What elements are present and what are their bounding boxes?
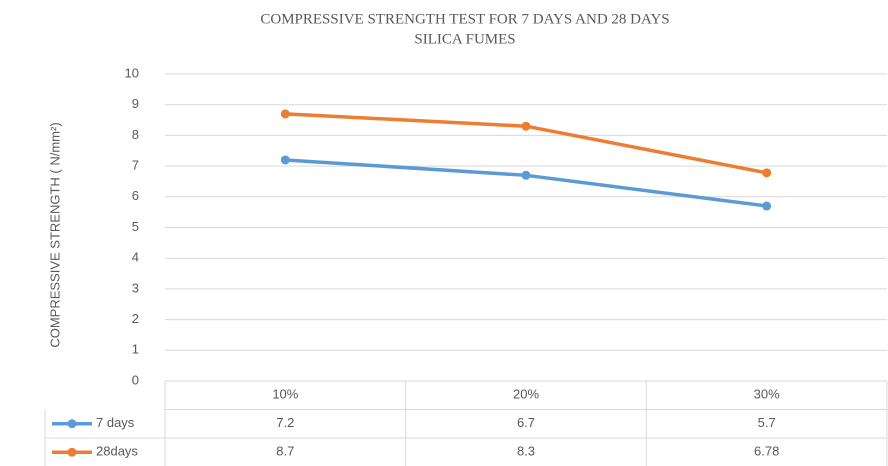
data-point xyxy=(521,121,531,131)
data-point xyxy=(762,168,772,178)
data-point xyxy=(762,201,772,211)
y-tick-label: 8 xyxy=(132,127,139,142)
y-tick-label: 0 xyxy=(132,372,139,387)
y-axis-label: COMPRESSIVE STRENGTH ( N/mm²) xyxy=(47,122,62,347)
data-point xyxy=(521,170,531,180)
table-value: 6.7 xyxy=(517,415,535,430)
legend-key xyxy=(67,447,77,457)
y-tick-label: 9 xyxy=(132,96,139,111)
y-tick-label: 10 xyxy=(125,65,139,80)
table-value: 8.7 xyxy=(276,444,294,459)
legend-label: 7 days xyxy=(96,415,135,430)
y-tick-label: 4 xyxy=(132,250,139,265)
x-tick-label: 20% xyxy=(513,387,539,402)
data-point xyxy=(280,109,290,119)
chart-title: SILICA FUMES xyxy=(414,31,515,47)
data-point xyxy=(280,155,290,165)
table-value: 7.2 xyxy=(276,415,294,430)
series-line xyxy=(285,158,767,208)
y-tick-label: 3 xyxy=(132,280,139,295)
chart-title: COMPRESSIVE STRENGTH TEST FOR 7 DAYS AND… xyxy=(260,11,669,27)
table-value: 6.78 xyxy=(754,444,779,459)
y-tick-label: 1 xyxy=(132,342,139,357)
y-tick-label: 7 xyxy=(132,158,139,173)
legend-label: 28days xyxy=(96,444,138,459)
table-value: 8.3 xyxy=(517,444,535,459)
x-tick-label: 10% xyxy=(272,387,298,402)
table-value: 5.7 xyxy=(758,415,776,430)
x-tick-label: 30% xyxy=(754,387,780,402)
y-tick-label: 5 xyxy=(132,219,139,234)
y-tick-label: 2 xyxy=(132,311,139,326)
y-tick-label: 6 xyxy=(132,188,139,203)
legend-key xyxy=(67,419,77,429)
